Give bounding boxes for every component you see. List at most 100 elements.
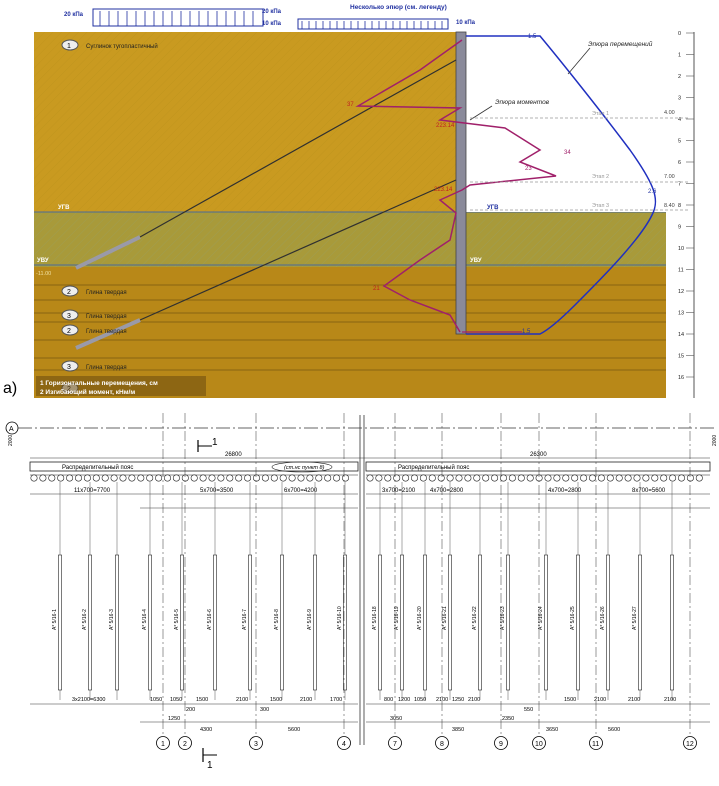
pile-section bbox=[208, 474, 216, 482]
pile-section bbox=[270, 474, 278, 482]
bottom-dim-value: 1250 bbox=[452, 697, 464, 703]
depth-label: 6 bbox=[678, 160, 681, 166]
anchor-label: А* 5/16-1 bbox=[52, 609, 58, 630]
pile-section bbox=[419, 474, 427, 482]
svg-text:3: 3 bbox=[67, 364, 71, 371]
panel-label-a: а) bbox=[3, 380, 17, 397]
anchor-label: А* 5/16-19 bbox=[394, 606, 400, 630]
pile-section bbox=[633, 474, 641, 482]
anchor-body bbox=[213, 554, 217, 691]
anchor-label: А* 5/16-18 bbox=[372, 606, 378, 630]
anchor-label: А* 5/16-5 bbox=[174, 609, 180, 630]
grid-axis-label: 10 bbox=[535, 741, 543, 748]
pile-section bbox=[402, 474, 410, 482]
uvv-right: УВУ bbox=[470, 258, 482, 264]
pile-section bbox=[588, 474, 596, 482]
pile-section bbox=[172, 474, 180, 482]
pile-section bbox=[83, 474, 91, 482]
pile-section bbox=[606, 474, 614, 482]
pile-section bbox=[315, 474, 323, 482]
anchor-label: А* 5/16-22 bbox=[472, 606, 478, 630]
anchor-body bbox=[638, 554, 642, 691]
retaining-wall bbox=[455, 31, 467, 335]
anchor-label: А* 5/16-23 bbox=[500, 606, 506, 630]
bottom-dim-value: 5600 bbox=[608, 727, 620, 733]
edge-dim-right: 2000 bbox=[712, 435, 718, 446]
spacing-right-1: 3х700=2100 bbox=[382, 488, 416, 494]
grid-axis-bubble bbox=[532, 736, 546, 750]
load-label-3: 10 кПа bbox=[262, 21, 282, 27]
pile-section bbox=[597, 474, 605, 482]
spacing-left-1: 11х700=7700 bbox=[74, 488, 111, 494]
anchor-rod-1 bbox=[139, 59, 457, 238]
anchor-label: А* 5/16-24 bbox=[538, 606, 544, 630]
grid-axis-label: 12 bbox=[686, 741, 694, 748]
anchor-label: А* 5/16-3 bbox=[109, 609, 115, 630]
pile-section bbox=[217, 474, 225, 482]
legend-line-1: 1 Горизонтальные перемещения, см bbox=[40, 380, 158, 387]
grid-axis-label: 3 bbox=[254, 741, 258, 748]
load-label-4: 10 кПа bbox=[456, 20, 476, 26]
legend-line-2: 2 Изгибающий момент, кНм/м bbox=[40, 388, 135, 396]
anchor-body bbox=[506, 554, 510, 691]
layer-name-5: Глина твердая bbox=[86, 365, 127, 371]
pile-section bbox=[146, 474, 154, 482]
total-dim-left: 26800 bbox=[225, 452, 242, 458]
anchor-label: А* 5/16-6 bbox=[207, 609, 213, 630]
depth-label: 13 bbox=[678, 311, 684, 317]
depth-label: 7 bbox=[678, 182, 681, 188]
stage-1-depth: 4.00 bbox=[664, 110, 675, 116]
pile-section bbox=[137, 474, 145, 482]
pile-section bbox=[164, 474, 172, 482]
pile-section bbox=[580, 474, 588, 482]
anchor-label: А* 5/16-20 bbox=[417, 606, 423, 630]
moment-value-4: 34 bbox=[564, 150, 571, 156]
legend-box bbox=[36, 376, 206, 396]
grid-axis-label: 9 bbox=[499, 741, 503, 748]
moment-value-5: 23 bbox=[525, 166, 532, 172]
pile-section bbox=[333, 474, 341, 482]
bottom-dim-value: 3х2100=6300 bbox=[72, 697, 106, 703]
pile-section bbox=[181, 474, 189, 482]
grid-axis-label: 4 bbox=[342, 741, 346, 748]
grid-axis-bubble bbox=[337, 736, 351, 750]
pile-section bbox=[660, 474, 668, 482]
displacement-curve bbox=[466, 35, 657, 335]
anchor-body bbox=[280, 554, 284, 691]
waler-label-right: Распределительный пояс bbox=[398, 464, 469, 471]
anchor-body bbox=[180, 554, 184, 691]
grid-axis-bubble bbox=[249, 736, 263, 750]
anchor-label: А* 5/16-27 bbox=[632, 606, 638, 630]
pile-section bbox=[341, 474, 349, 482]
anchor-label: А* 5/16-21 bbox=[442, 606, 448, 630]
stage-1-label: Этап 1 bbox=[592, 111, 609, 117]
pile-section bbox=[455, 474, 463, 482]
ugv-right: УГВ bbox=[487, 205, 499, 211]
ugv-left: УГВ bbox=[58, 205, 70, 211]
layer-name-4: Глина твердая bbox=[86, 329, 127, 335]
pile-section bbox=[669, 474, 677, 482]
pile-section bbox=[366, 474, 374, 482]
pile-section bbox=[57, 474, 65, 482]
bottom-dim-value: 1050 bbox=[170, 697, 182, 703]
bottom-dim-value: 1500 bbox=[564, 697, 576, 703]
grid-axis-label: 8 bbox=[440, 741, 444, 748]
depth-label: 8 bbox=[678, 203, 681, 209]
moment-value-3: 223.14 bbox=[434, 187, 453, 193]
depth-label: 16 bbox=[678, 375, 684, 381]
pile-section bbox=[297, 474, 305, 482]
pile-section bbox=[553, 474, 561, 482]
moment-diagram-curve bbox=[355, 39, 557, 333]
pile-section bbox=[482, 474, 490, 482]
moment-value-1: 37 bbox=[347, 102, 354, 108]
depth-label: 2 bbox=[678, 74, 681, 80]
pile-section bbox=[562, 474, 570, 482]
pile-section bbox=[544, 474, 552, 482]
displacement-bottom: 1.5 bbox=[522, 329, 531, 335]
grid-axis-bubble bbox=[156, 736, 170, 750]
bottom-dim-value: 550 bbox=[524, 707, 533, 713]
pile-section bbox=[244, 474, 252, 482]
layer-name-1: Суглинок тугопластичный bbox=[86, 43, 158, 50]
pile-section bbox=[491, 474, 499, 482]
anchor-label: А* 5/16-9 bbox=[307, 609, 313, 630]
